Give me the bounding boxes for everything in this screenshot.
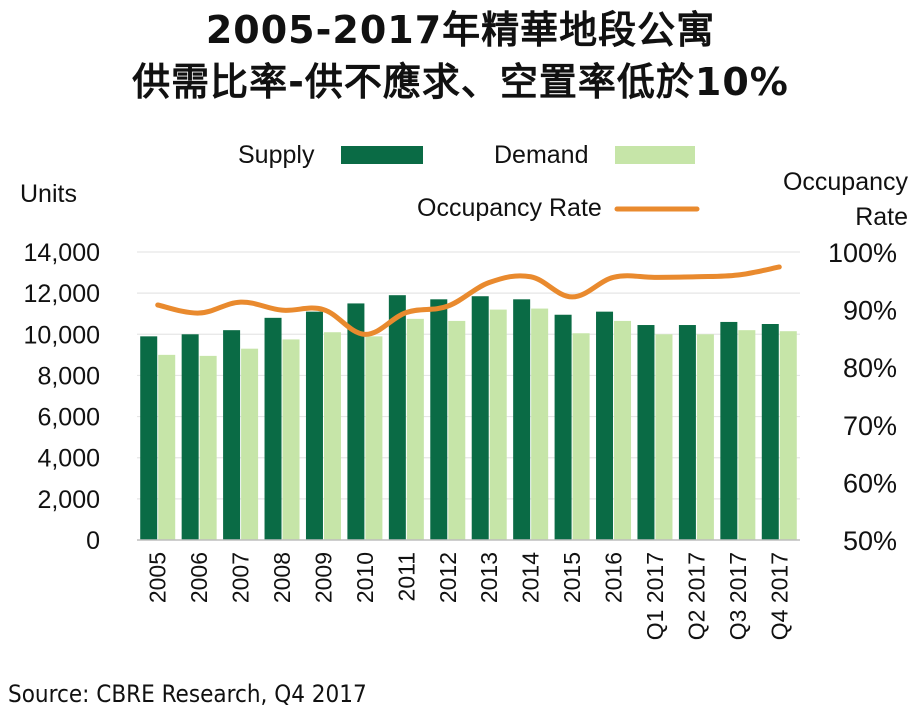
y-right-tick-label: 100% xyxy=(828,238,897,268)
y-right-tick-label: 50% xyxy=(843,526,897,556)
y-left-tick-label: 10,000 xyxy=(24,321,100,349)
x-tick-label: Q3 2017 xyxy=(725,552,751,640)
x-tick-label: 2008 xyxy=(269,552,295,603)
legend-demand-swatch xyxy=(615,146,695,164)
demand-bar xyxy=(531,308,549,540)
supply-bar xyxy=(305,311,323,540)
x-tick-label: Q1 2017 xyxy=(642,552,668,640)
x-tick-label: 2010 xyxy=(352,552,378,603)
y-right-tick-label: 60% xyxy=(843,468,897,498)
demand-bar xyxy=(448,320,466,540)
y-right-tick-label: 90% xyxy=(843,296,897,326)
y-left-tick-label: 2,000 xyxy=(37,486,100,514)
demand-bar xyxy=(696,334,714,540)
demand-bar xyxy=(655,334,673,540)
demand-bar xyxy=(779,331,797,540)
demand-bar xyxy=(406,318,424,540)
x-tick-label: 2014 xyxy=(518,552,544,603)
chart-title-line-2: 供需比率-供不應求、空置率低於10% xyxy=(132,60,789,104)
x-tick-label: 2006 xyxy=(186,552,212,603)
supply-bar xyxy=(388,295,406,540)
x-tick-label: 2007 xyxy=(228,552,254,603)
supply-bar xyxy=(430,299,448,540)
demand-bar xyxy=(199,355,217,540)
legend-supply-swatch xyxy=(341,146,423,164)
y-left-axis-title: Units xyxy=(20,180,77,208)
demand-bar xyxy=(614,320,632,540)
supply-bar xyxy=(513,299,531,540)
demand-bar xyxy=(489,309,507,540)
x-tick-label: 2005 xyxy=(145,552,171,603)
legend-supply-label: Supply xyxy=(238,141,315,169)
y-right-axis-title-line-2: Rate xyxy=(855,203,908,231)
chart-title-line-1: 2005-2017年精華地段公寓 xyxy=(205,8,716,52)
demand-bar xyxy=(282,339,300,540)
supply-bar xyxy=(554,314,572,540)
x-tick-label: 2009 xyxy=(310,552,336,603)
supply-bar xyxy=(720,321,738,540)
supply-bar xyxy=(596,311,614,540)
x-tick-label: 2016 xyxy=(601,552,627,603)
y-right-tick-label: 80% xyxy=(843,353,897,383)
y-left-tick-label: 12,000 xyxy=(24,280,100,308)
x-tick-label: 2012 xyxy=(435,552,461,603)
y-left-tick-label: 4,000 xyxy=(37,445,100,473)
supply-bar xyxy=(223,330,241,540)
supply-bar xyxy=(678,325,696,540)
demand-bar xyxy=(241,348,259,540)
y-right-tick-label: 70% xyxy=(843,411,897,441)
demand-bar xyxy=(572,333,590,540)
supply-bar xyxy=(347,303,365,540)
y-left-tick-label: 8,000 xyxy=(37,362,100,390)
supply-bar xyxy=(761,324,779,540)
supply-bar xyxy=(264,317,282,540)
occupancy-rate-line xyxy=(155,264,782,337)
x-tick-label: 2013 xyxy=(476,552,502,603)
x-tick-label: 2011 xyxy=(393,552,419,601)
legend-demand-label: Demand xyxy=(494,141,589,169)
x-tick-label: Q4 2017 xyxy=(766,552,792,640)
y-left-tick-label: 14,000 xyxy=(24,239,100,267)
x-tick-label: 2015 xyxy=(559,552,585,603)
supply-bar xyxy=(637,325,655,540)
x-tick-label: Q2 2017 xyxy=(683,552,709,640)
source-note: Source: CBRE Research, Q4 2017 xyxy=(8,680,367,708)
y-right-axis-title-line-1: Occupancy xyxy=(783,168,909,196)
demand-bar xyxy=(323,332,341,540)
demand-bar xyxy=(158,354,176,540)
legend-occupancy-label: Occupancy Rate xyxy=(417,194,602,222)
supply-bar xyxy=(471,296,489,540)
supply-bar xyxy=(181,334,199,540)
supply-bar xyxy=(140,336,158,540)
demand-bar xyxy=(365,336,383,540)
y-left-tick-label: 6,000 xyxy=(37,404,100,432)
y-left-tick-label: 0 xyxy=(86,527,100,555)
demand-bar xyxy=(738,330,756,540)
